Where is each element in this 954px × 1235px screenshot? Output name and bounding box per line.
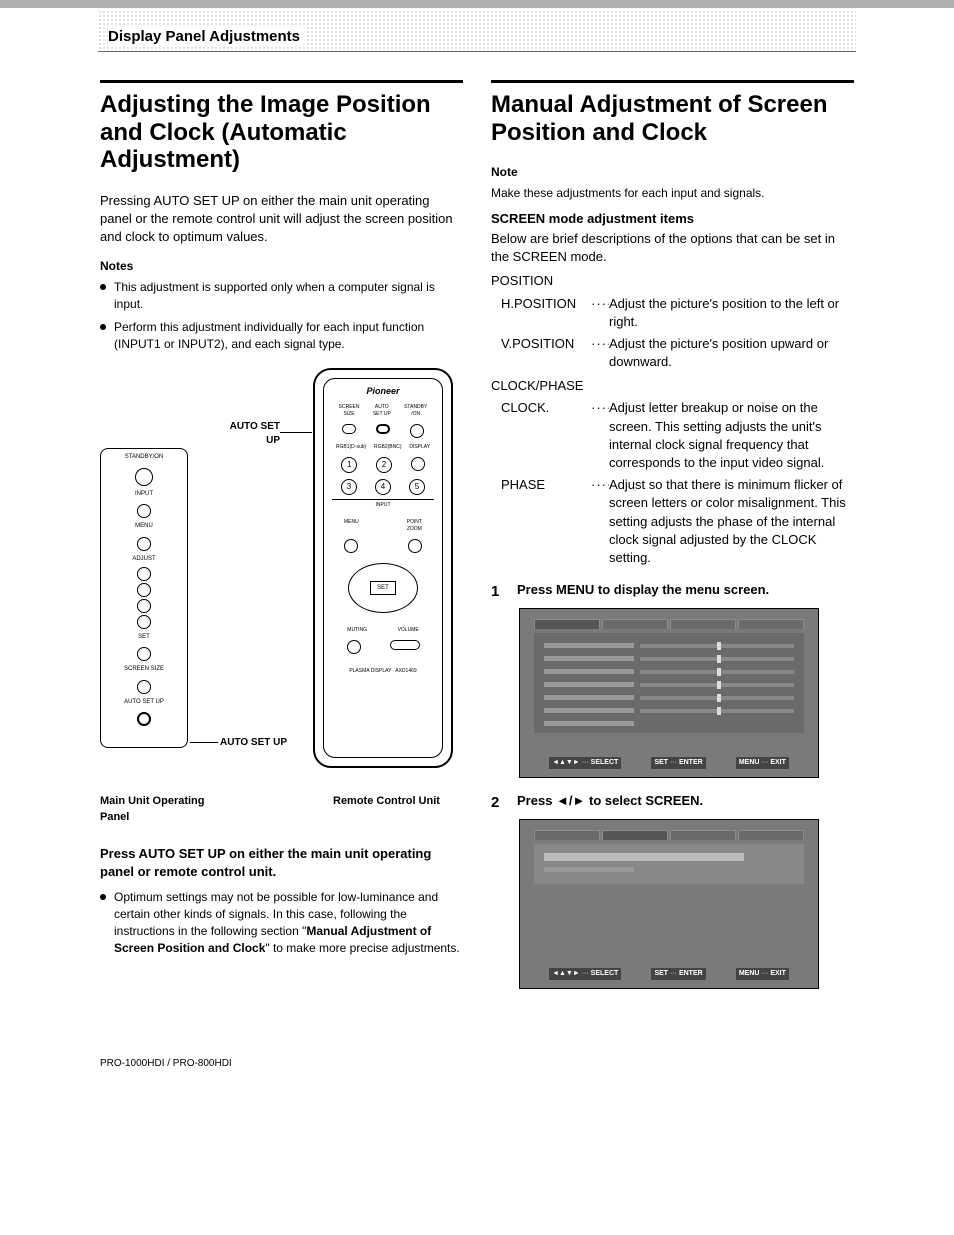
step-2: 2 Press ◄/► to select SCREEN. bbox=[491, 792, 854, 813]
section-label: Display Panel Adjustments bbox=[108, 26, 306, 47]
note-item: Perform this adjustment individually for… bbox=[100, 319, 463, 353]
group-clockphase: CLOCK/PHASE bbox=[491, 377, 854, 395]
main-unit-panel: STANDBY/ON INPUT MENU ADJUST SET SCREEN … bbox=[100, 448, 188, 748]
screen-items-intro: Below are brief descriptions of the opti… bbox=[491, 230, 854, 266]
menu-screen-1: ◄▲▼► ··· SELECT SET ··· ENTER MENU ··· E… bbox=[519, 608, 819, 778]
left-title: Adjusting the Image Position and Clock (… bbox=[100, 91, 463, 174]
step-1-text: Press MENU to display the menu screen. bbox=[517, 581, 854, 602]
left-intro: Pressing AUTO SET UP on either the main … bbox=[100, 192, 463, 247]
def-vposition: V.POSITION ········· Adjust the picture'… bbox=[491, 335, 854, 371]
optimum-note: Optimum settings may not be possible for… bbox=[100, 889, 463, 956]
note-label: Note bbox=[491, 164, 854, 181]
step-1-num: 1 bbox=[491, 581, 507, 602]
heavy-rule bbox=[491, 80, 854, 83]
callout-auto-setup-top: AUTO SET UP bbox=[220, 420, 280, 448]
step-1: 1 Press MENU to display the menu screen. bbox=[491, 581, 854, 602]
def-clock: CLOCK. ············· Adjust letter break… bbox=[491, 399, 854, 472]
dotted-header: Display Panel Adjustments bbox=[98, 10, 856, 52]
remote-brand: Pioneer bbox=[332, 385, 434, 398]
right-column: Manual Adjustment of Screen Position and… bbox=[491, 52, 854, 997]
top-bar bbox=[0, 0, 954, 8]
caption-main-unit: Main Unit Operating Panel bbox=[100, 794, 210, 825]
def-phase: PHASE ············· Adjust so that there… bbox=[491, 476, 854, 567]
callout-auto-setup-bottom: AUTO SET UP bbox=[220, 736, 287, 750]
group-position: POSITION bbox=[491, 272, 854, 290]
step-2-text: Press ◄/► to select SCREEN. bbox=[517, 792, 854, 813]
press-auto-setup-instruction: Press AUTO SET UP on either the main uni… bbox=[100, 845, 463, 881]
heavy-rule bbox=[100, 80, 463, 83]
caption-remote: Remote Control Unit bbox=[333, 794, 463, 825]
diagram: STANDBY/ON INPUT MENU ADJUST SET SCREEN … bbox=[100, 368, 463, 788]
remote-control: Pioneer SCREENSIZEAUTOSET UPSTANDBY/ON R… bbox=[313, 368, 453, 768]
diagram-captions: Main Unit Operating Panel Remote Control… bbox=[100, 794, 463, 825]
def-hposition: H.POSITION ········· Adjust the picture'… bbox=[491, 295, 854, 331]
right-title: Manual Adjustment of Screen Position and… bbox=[491, 91, 854, 146]
screen-items-heading: SCREEN mode adjustment items bbox=[491, 210, 854, 228]
menu-screen-2: ◄▲▼► ··· SELECT SET ··· ENTER MENU ··· E… bbox=[519, 819, 819, 989]
notes-label: Notes bbox=[100, 258, 463, 275]
step-2-num: 2 bbox=[491, 792, 507, 813]
optimum-note-post: " to make more precise adjustments. bbox=[265, 941, 459, 955]
notes-list: This adjustment is supported only when a… bbox=[100, 279, 463, 352]
footer-model: PRO-1000HDI / PRO-800HDI bbox=[100, 1057, 854, 1071]
left-column: Adjusting the Image Position and Clock (… bbox=[100, 52, 463, 997]
note-text: Make these adjustments for each input an… bbox=[491, 185, 854, 202]
optimum-note-list: Optimum settings may not be possible for… bbox=[100, 889, 463, 956]
note-item: This adjustment is supported only when a… bbox=[100, 279, 463, 313]
